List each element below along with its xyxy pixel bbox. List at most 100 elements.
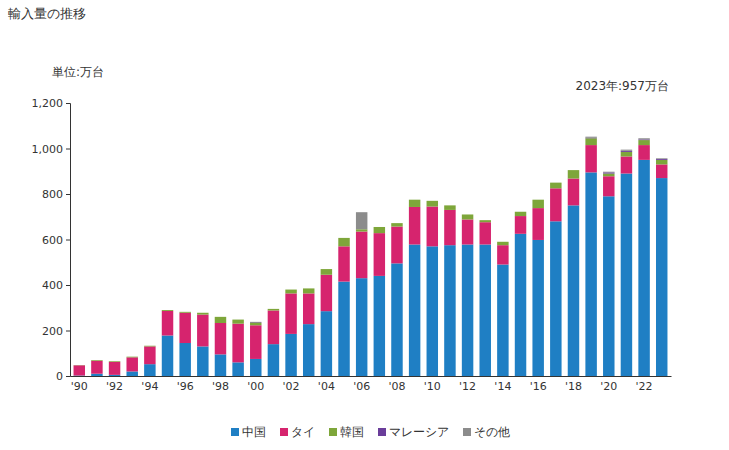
bar: [197, 312, 208, 313]
bar: [91, 360, 102, 362]
legend-label: タイ: [291, 425, 315, 439]
bar: [462, 214, 473, 215]
bar: [444, 210, 455, 245]
bar: [303, 288, 314, 289]
bar: [638, 139, 649, 141]
bar: [250, 323, 261, 325]
bar: [515, 216, 526, 234]
axis-line: [71, 376, 672, 377]
bar: [197, 313, 208, 315]
bar: [268, 310, 279, 344]
tick-label: '90: [71, 380, 88, 393]
bar: [74, 365, 85, 366]
tick: '08: [388, 376, 405, 393]
bar: [462, 214, 473, 219]
tick-label: '96: [177, 380, 194, 393]
legend-label: 韓国: [340, 425, 364, 439]
title: 輸入量の推移: [8, 6, 86, 21]
legend-label: その他: [474, 425, 510, 439]
bar: [303, 293, 314, 324]
bar: [515, 234, 526, 376]
bar: [179, 311, 190, 312]
tick: '92: [106, 376, 123, 393]
bar: [603, 176, 614, 196]
bar: [638, 160, 649, 376]
bar: [91, 361, 102, 374]
legend: 中国 タイ 韓国 マレーシア その他: [231, 425, 510, 439]
bar: [126, 357, 137, 371]
bar: [338, 282, 349, 376]
bar: [427, 246, 438, 376]
bar: [585, 137, 596, 138]
bar: [532, 208, 543, 240]
bar: [621, 156, 632, 173]
bar: [197, 346, 208, 376]
bar: [409, 245, 420, 376]
bar: [356, 232, 367, 279]
tick-label: '06: [353, 380, 370, 393]
bar: [338, 237, 349, 238]
tick-label: '10: [424, 380, 441, 393]
legend-label: 中国: [242, 425, 266, 439]
bar: [250, 322, 261, 323]
bar: [656, 164, 667, 178]
bar: [109, 361, 120, 362]
tick: '00: [247, 376, 264, 393]
tick: '98: [212, 376, 229, 393]
legend-label: マレーシア: [389, 425, 449, 439]
bar: [285, 289, 296, 290]
legend-item: マレーシア: [378, 425, 449, 439]
bar: [374, 227, 385, 233]
bar: [109, 362, 120, 375]
bar: [638, 140, 649, 145]
bar: [462, 214, 473, 215]
bar: [479, 220, 490, 222]
tick-mark: [66, 331, 70, 332]
bar: [568, 170, 579, 171]
bar: [479, 220, 490, 221]
bar: [409, 200, 420, 207]
bar: [444, 205, 455, 206]
series: [74, 138, 668, 365]
bar: [126, 356, 137, 357]
bar: [532, 199, 543, 200]
bar: [232, 319, 243, 320]
bar: [268, 308, 279, 309]
bar: [532, 240, 543, 376]
series: [74, 160, 668, 376]
tick-label: '14: [494, 380, 511, 393]
bar: [462, 219, 473, 244]
bar: [603, 196, 614, 376]
tick: 800: [42, 188, 70, 201]
tick: '06: [353, 376, 370, 393]
bar: [621, 151, 632, 152]
bar: [621, 150, 632, 151]
bar: [515, 212, 526, 216]
legend-item: 中国: [231, 425, 266, 439]
series: [585, 138, 667, 174]
legend-swatch: [463, 428, 471, 436]
bar: [285, 293, 296, 333]
bar: [621, 152, 632, 157]
bar: [391, 223, 402, 224]
bar: [268, 309, 279, 311]
bar: [603, 171, 614, 173]
bar: [321, 269, 332, 270]
tick-label: '98: [212, 380, 229, 393]
bar: [215, 317, 226, 323]
axis-line: [66, 104, 71, 377]
bar: [427, 200, 438, 201]
tick-mark: [66, 285, 70, 286]
bar: [303, 288, 314, 293]
bar: [497, 265, 508, 376]
tick-label: '92: [106, 380, 123, 393]
tick-label: '12: [459, 380, 476, 393]
legend-swatch: [378, 428, 386, 436]
tick-mark: [66, 103, 70, 104]
bar: [74, 365, 85, 366]
bar: [656, 158, 667, 160]
bar: [74, 365, 85, 366]
bar: [374, 226, 385, 227]
bar: [215, 316, 226, 317]
bar: [374, 276, 385, 376]
